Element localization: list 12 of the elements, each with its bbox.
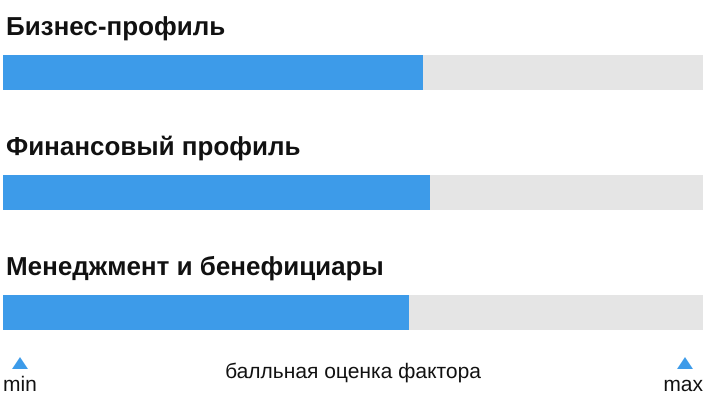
bar: [409, 295, 703, 330]
bar: [423, 55, 703, 90]
bar: [3, 295, 409, 330]
y-tick-label: Менеджмент и бенефициары: [6, 251, 384, 281]
bar: [3, 55, 423, 90]
x-axis-title: балльная оценка фактора: [225, 360, 482, 383]
y-tick-label: Финансовый профиль: [6, 131, 300, 161]
annotation: max: [663, 373, 704, 396]
annotation: min: [3, 373, 37, 396]
bar: [430, 175, 703, 210]
y-tick-label: Бизнес-профиль: [6, 11, 226, 41]
bar: [3, 175, 430, 210]
